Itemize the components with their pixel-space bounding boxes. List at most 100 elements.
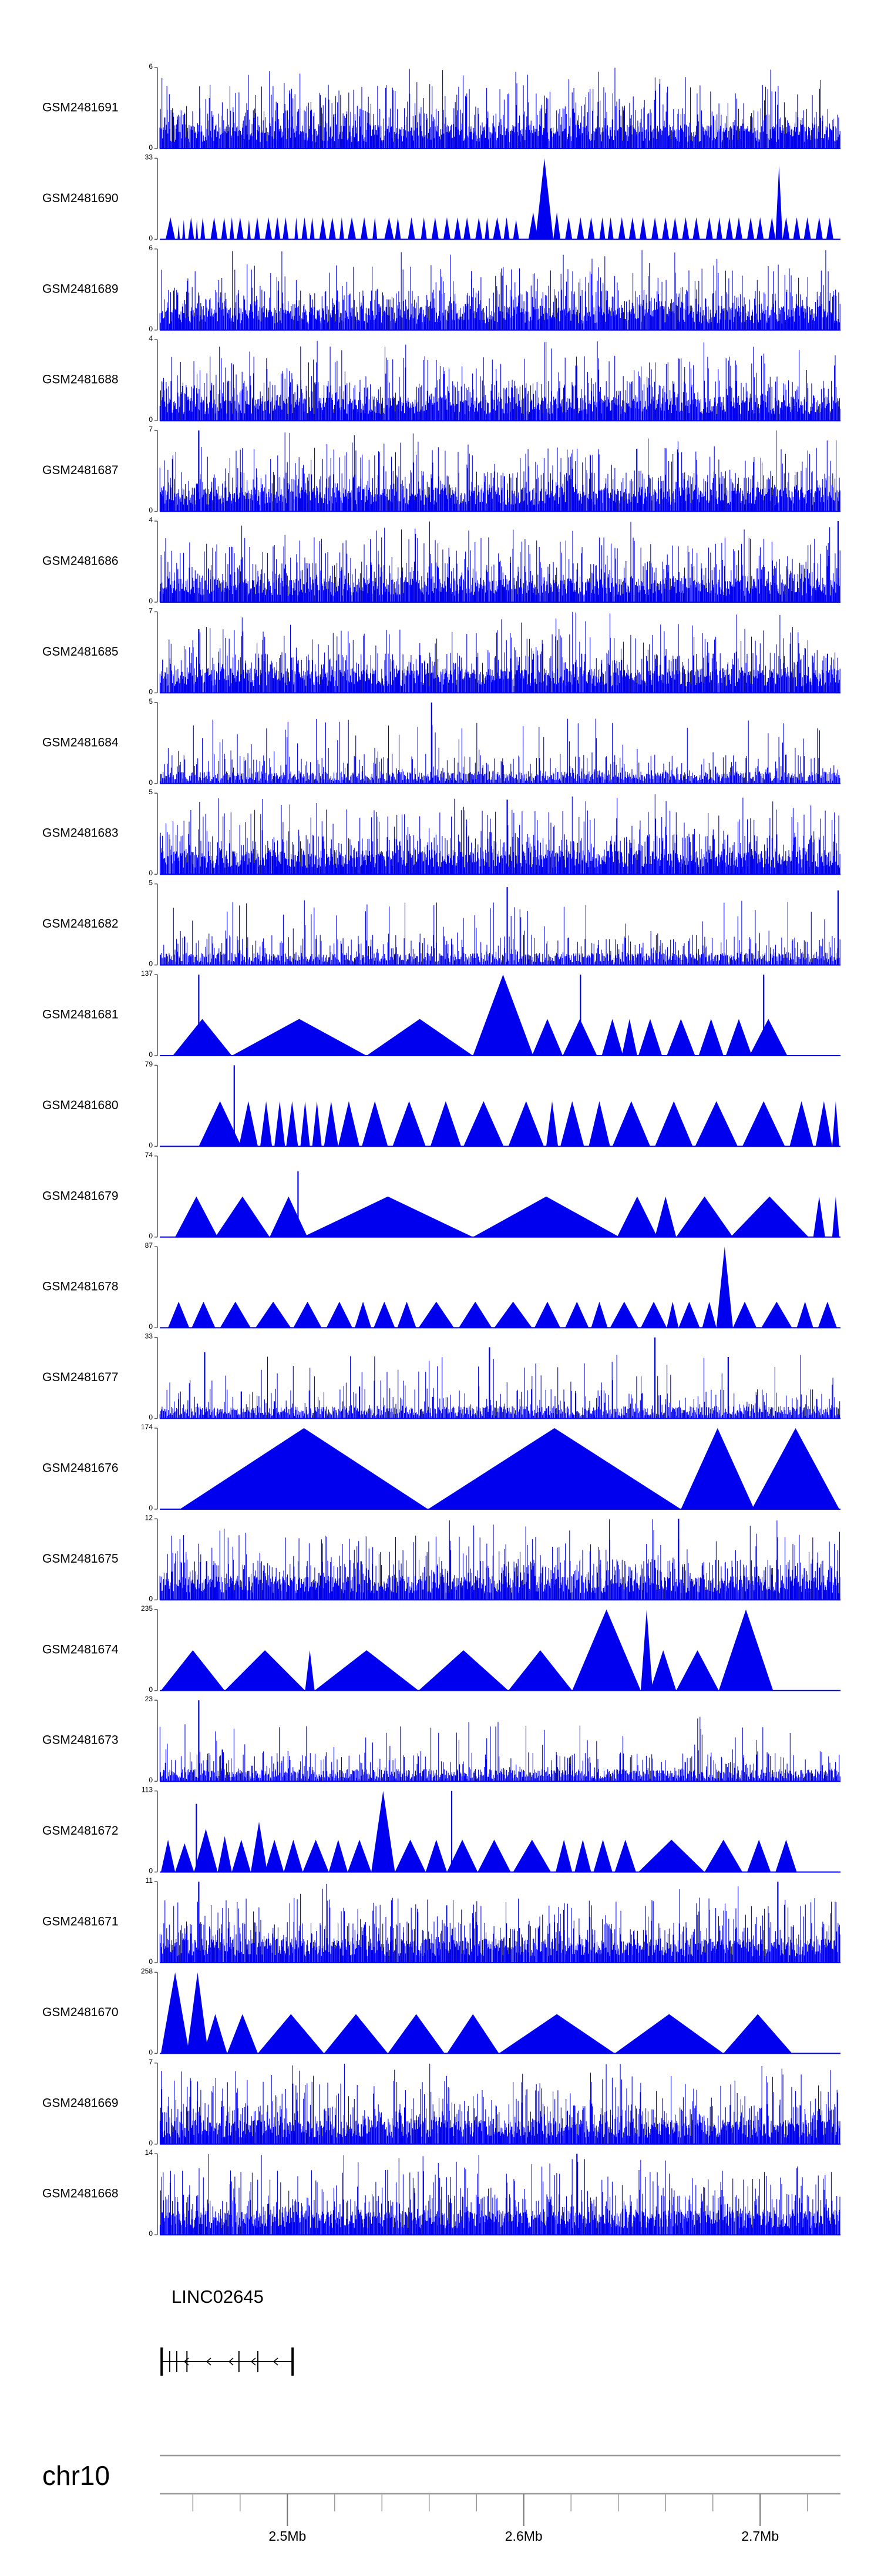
coverage-triangle bbox=[229, 217, 234, 240]
coverage-triangle bbox=[430, 1101, 462, 1147]
coverage-triangle bbox=[210, 217, 218, 240]
coverage-triangle bbox=[813, 1196, 825, 1237]
coverage-triangle bbox=[574, 1839, 591, 1872]
coverage-triangle bbox=[191, 1301, 216, 1328]
coverage-triangle bbox=[535, 158, 554, 240]
y-zero-label: 0 bbox=[149, 960, 153, 968]
coverage-triangle bbox=[577, 217, 584, 240]
coverage-triangle bbox=[258, 2014, 324, 2054]
coverage-triangle bbox=[312, 1101, 322, 1147]
coverage-triangle bbox=[428, 1428, 681, 1509]
track-label: GSM2481677 bbox=[42, 1371, 119, 1384]
coverage-triangle bbox=[730, 1196, 809, 1237]
coverage-triangle bbox=[704, 1839, 742, 1872]
coverage-triangle bbox=[328, 217, 336, 240]
coverage-triangle bbox=[293, 1301, 322, 1328]
coverage-triangle bbox=[815, 1101, 832, 1147]
coverage-triangle bbox=[314, 1650, 419, 1691]
coverage-triangle bbox=[310, 217, 315, 240]
coverage-triangle bbox=[589, 1101, 610, 1147]
y-zero-label: 0 bbox=[149, 1957, 153, 1966]
coverage-triangle bbox=[601, 1019, 623, 1056]
coverage-triangle bbox=[300, 1101, 310, 1147]
x-tick-label: 2.6Mb bbox=[505, 2528, 543, 2544]
coverage-triangle bbox=[639, 217, 647, 240]
coverage-triangle bbox=[274, 1101, 285, 1147]
coverage-signal bbox=[159, 1717, 840, 1782]
y-zero-label: 0 bbox=[149, 1504, 153, 1512]
coverage-triangle bbox=[339, 217, 344, 240]
coverage-triangle bbox=[532, 1019, 563, 1056]
track-label: GSM2481689 bbox=[42, 282, 119, 295]
y-max-label: 113 bbox=[142, 1786, 153, 1794]
coverage-triangle bbox=[587, 217, 595, 240]
coverage-triangle bbox=[732, 1301, 757, 1328]
coverage-triangle bbox=[503, 217, 510, 240]
coverage-triangle bbox=[221, 217, 227, 240]
coverage-signal bbox=[159, 2154, 840, 2235]
coverage-signal bbox=[159, 718, 840, 784]
coverage-triangle bbox=[175, 1843, 194, 1872]
coverage-triangle bbox=[473, 1196, 620, 1237]
coverage-signal bbox=[159, 521, 840, 602]
coverage-triangle bbox=[384, 217, 394, 240]
coverage-signal bbox=[159, 1883, 840, 1963]
coverage-triangle bbox=[650, 1650, 677, 1691]
coverage-triangle bbox=[371, 1791, 395, 1872]
coverage-triangle bbox=[255, 1301, 291, 1328]
coverage-triangle bbox=[372, 217, 378, 240]
y-zero-label: 0 bbox=[149, 1685, 153, 1694]
coverage-triangle bbox=[302, 1839, 329, 1872]
coverage-triangle bbox=[227, 2014, 258, 2054]
coverage-triangle bbox=[395, 217, 401, 240]
coverage-signal bbox=[159, 250, 840, 330]
coverage-triangle bbox=[775, 165, 783, 240]
coverage-triangle bbox=[534, 1301, 561, 1328]
track-label: GSM2481684 bbox=[42, 735, 119, 749]
coverage-triangle bbox=[761, 1301, 792, 1328]
y-max-label: 87 bbox=[145, 1241, 153, 1250]
coverage-triangle bbox=[716, 1247, 733, 1328]
coverage-triangle bbox=[395, 1839, 426, 1872]
coverage-triangle bbox=[173, 1019, 232, 1056]
coverage-signal bbox=[159, 430, 840, 512]
coverage-triangle bbox=[326, 1301, 352, 1328]
coverage-triangle bbox=[463, 1101, 504, 1147]
coverage-triangle bbox=[187, 1972, 209, 2054]
coverage-triangle bbox=[628, 217, 636, 240]
coverage-triangle bbox=[231, 1019, 367, 1056]
coverage-triangle bbox=[338, 1101, 360, 1147]
coverage-triangle bbox=[347, 1839, 372, 1872]
track-label: GSM2481668 bbox=[42, 2187, 119, 2201]
coverage-triangle bbox=[599, 217, 606, 240]
y-zero-label: 0 bbox=[149, 506, 153, 515]
coverage-triangle bbox=[612, 1101, 651, 1147]
y-max-label: 258 bbox=[141, 1967, 153, 1975]
y-zero-label: 0 bbox=[149, 325, 153, 333]
coverage-triangle bbox=[473, 975, 533, 1056]
coverage-triangle bbox=[718, 1609, 774, 1691]
coverage-triangle bbox=[270, 1196, 308, 1237]
coverage-triangle bbox=[397, 1301, 416, 1328]
coverage-triangle bbox=[565, 217, 573, 240]
y-zero-label: 0 bbox=[149, 1232, 153, 1240]
coverage-triangle bbox=[815, 217, 823, 240]
y-max-label: 33 bbox=[145, 153, 153, 161]
coverage-triangle bbox=[768, 217, 776, 240]
track-label: GSM2481681 bbox=[42, 1008, 119, 1022]
coverage-triangle bbox=[681, 1428, 755, 1509]
coverage-triangle bbox=[215, 1196, 270, 1237]
coverage-signal bbox=[159, 2063, 840, 2144]
coverage-triangle bbox=[175, 1196, 218, 1237]
coverage-triangle bbox=[347, 217, 357, 240]
coverage-triangle bbox=[203, 2014, 227, 2054]
track-label: GSM2481683 bbox=[42, 827, 119, 840]
coverage-triangle bbox=[508, 1101, 544, 1147]
coverage-triangle bbox=[283, 217, 289, 240]
y-zero-label: 0 bbox=[149, 1141, 153, 1149]
y-zero-label: 0 bbox=[149, 2139, 153, 2147]
coverage-triangle bbox=[475, 217, 483, 240]
coverage-triangle bbox=[756, 217, 764, 240]
track-label: GSM2481678 bbox=[42, 1280, 119, 1294]
coverage-triangle bbox=[638, 1839, 705, 1872]
